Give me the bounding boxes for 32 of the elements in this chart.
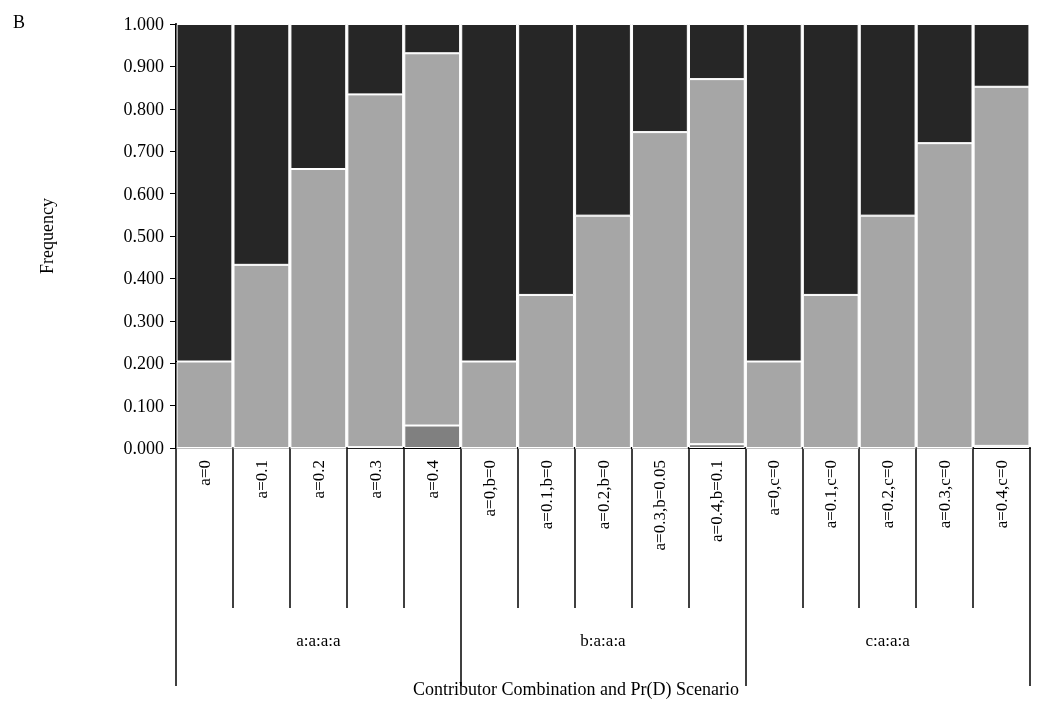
y-tick-label: 0.200 [123,353,164,374]
x-tick-label: a=0.4 [422,459,442,499]
x-tick-label: a=0.4,b=0.1 [707,460,727,542]
text: a:a:a:a [296,631,341,650]
x-tick-label: a=0,c=0 [764,460,784,516]
y-tick-label: 0.900 [123,56,164,77]
x-tick-label: a=0.4,c=0 [992,460,1012,529]
y-tick-label: 0.800 [123,98,164,119]
y-tick-label: 0.600 [123,183,164,204]
x-tick-label: a=0.3,b=0.05 [650,460,670,551]
text: b:a:a:a [580,631,627,650]
y-tick-label: 0.500 [123,226,164,246]
x-tick-label: a=0.1,b=0 [536,460,556,530]
x-tick-label: a=0.2,c=0 [878,460,898,529]
x-tick-label: a=0.2 [308,460,328,499]
y-tick-label: 1.000 [123,14,164,34]
x-tick-label: a=0.3 [365,460,385,499]
y-tick-label: 0.000 [123,438,164,458]
x-tick-label: a=0 [194,460,214,486]
x-tick-label: a=0.3,c=0 [935,460,955,529]
x-tick-label: a=0.2,b=0 [593,460,613,530]
text: Contributor Combination and Pr(D) Scenario [413,679,739,700]
y-tick-label: 0.400 [123,268,164,289]
y-tick-label: 0.700 [123,141,164,162]
x-tick-label: a=0.1,c=0 [821,460,841,529]
y-tick-label: 0.300 [123,310,164,331]
x-tick-label: a=0,b=0 [479,460,499,517]
y-tick-label: 0.100 [123,395,164,416]
text: c:a:a:a [865,631,911,650]
x-tick-label: a=0.1 [251,460,271,499]
y-axis-title: Frequency [37,198,57,274]
text: B [13,12,26,32]
